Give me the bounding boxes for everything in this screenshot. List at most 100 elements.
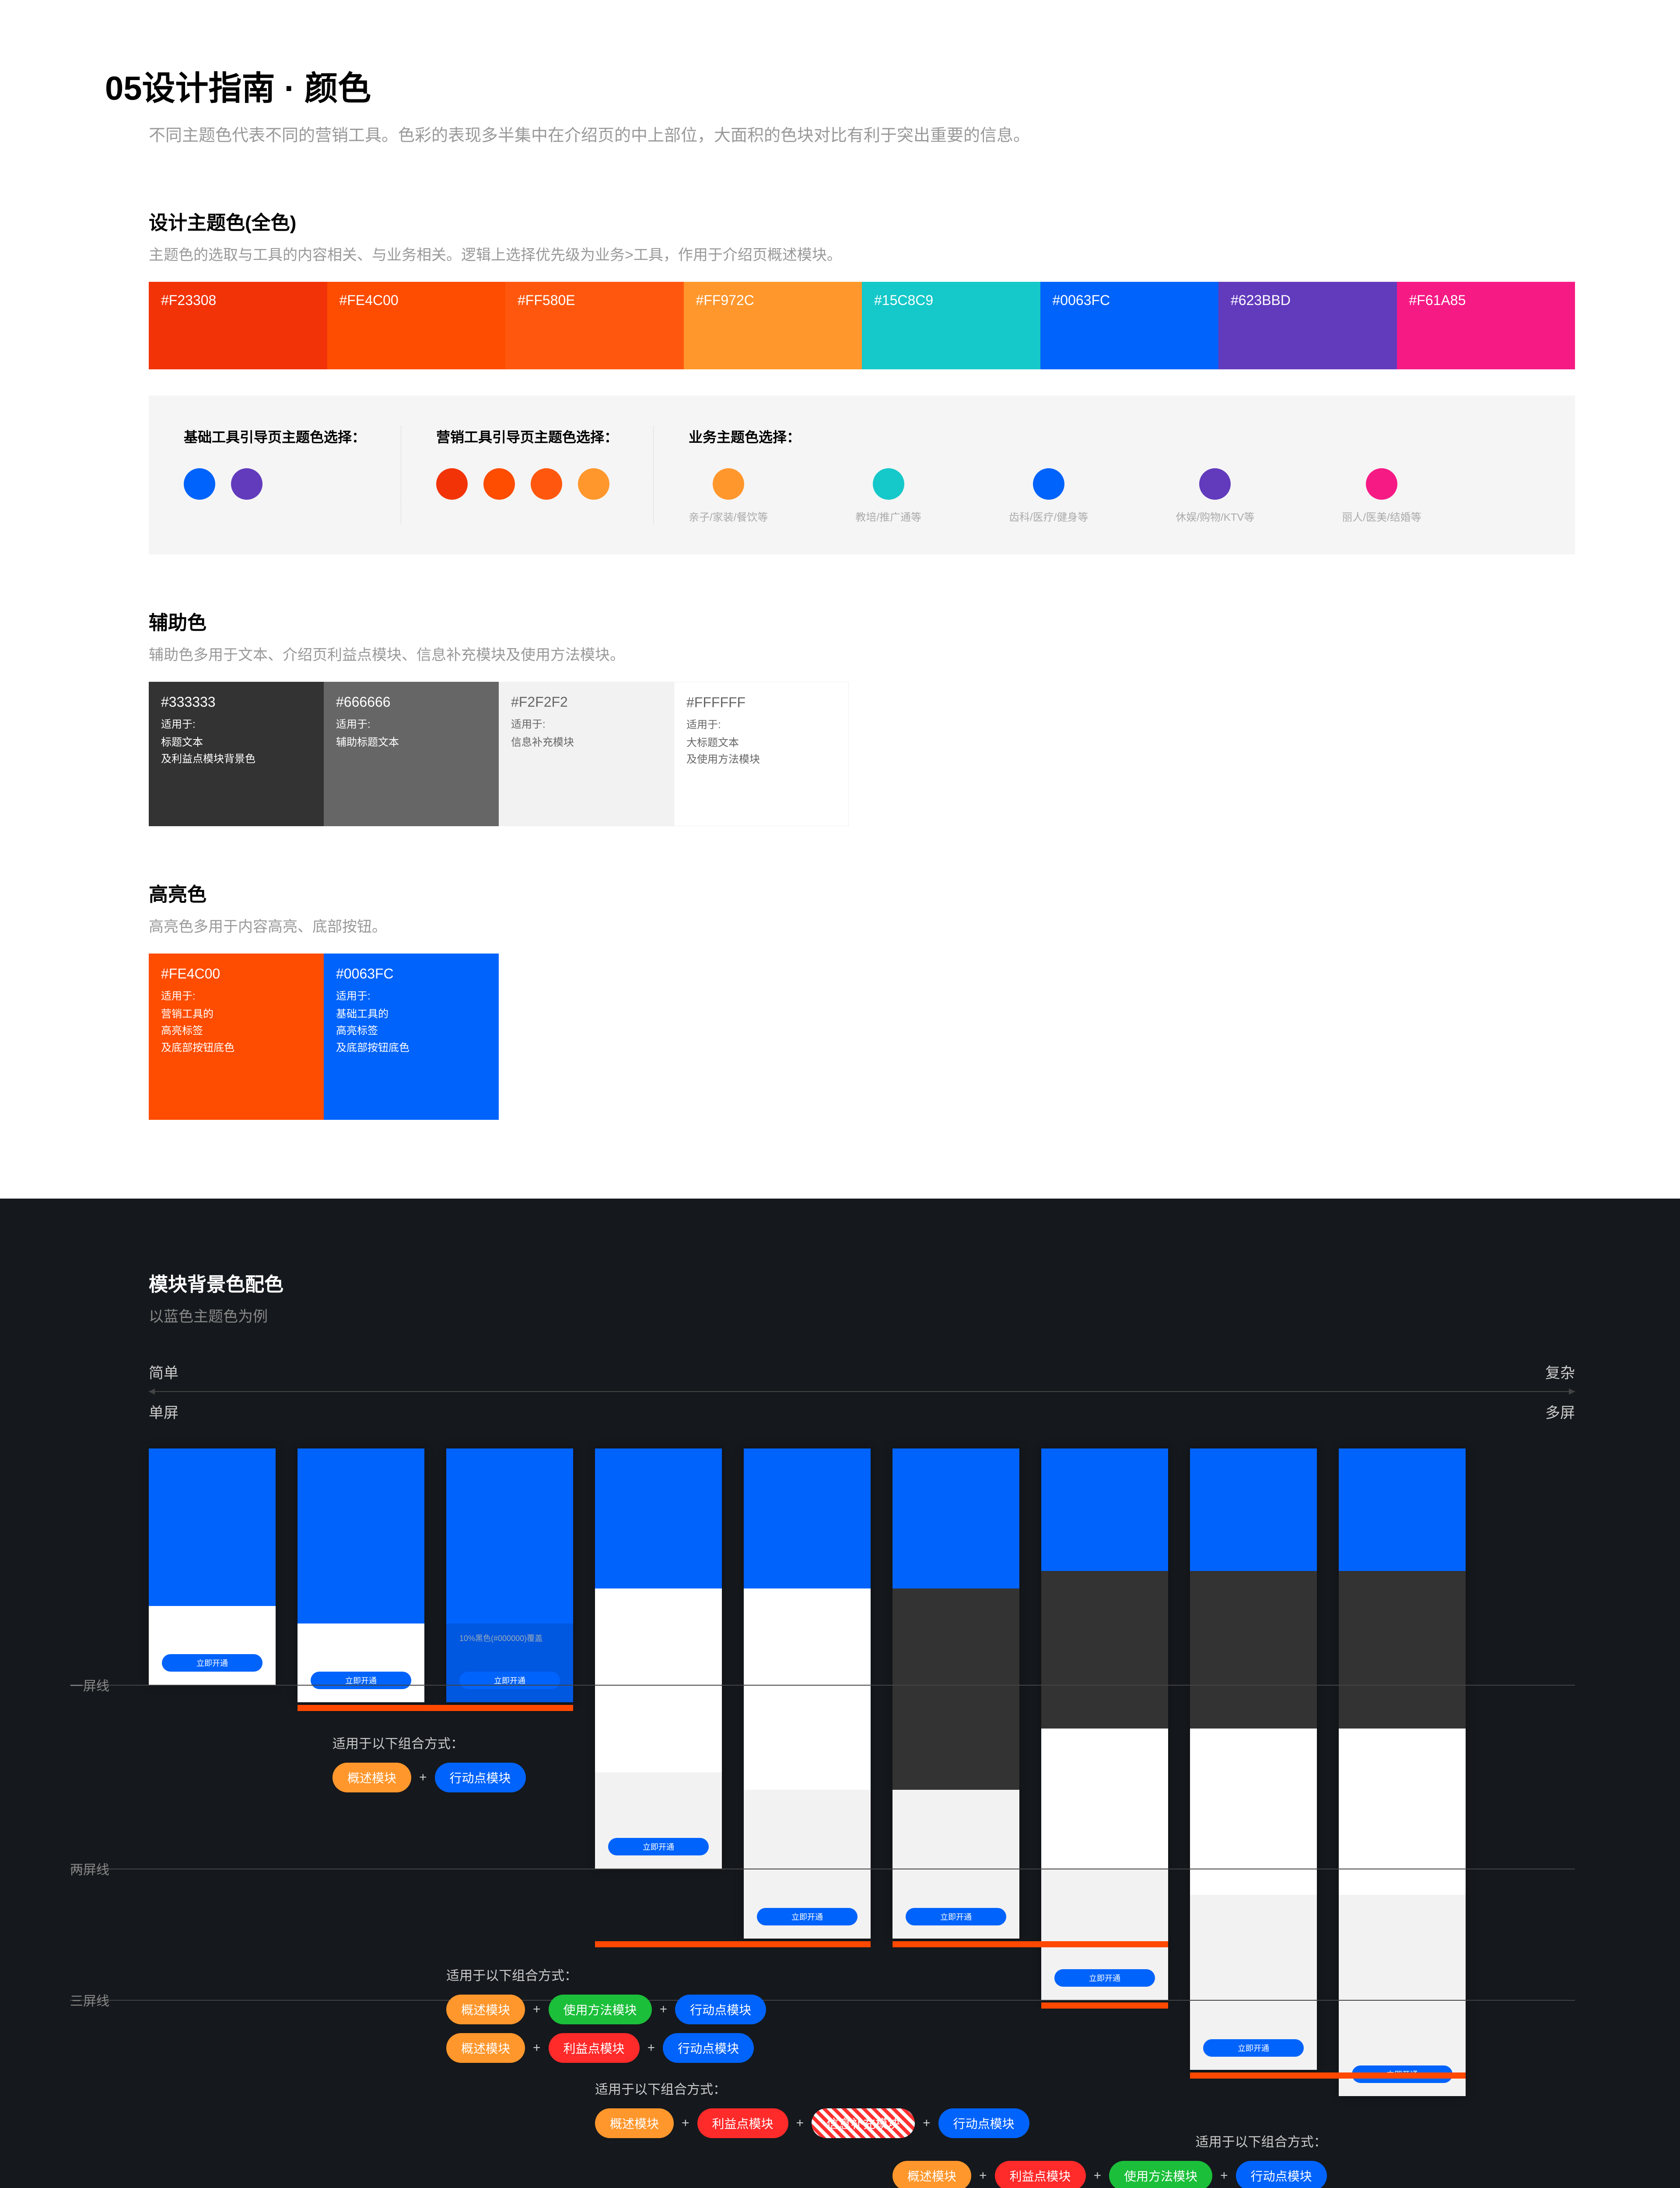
combo-label: 适用于以下组合方式： [332,1733,526,1752]
mock-segment [595,1448,722,1588]
module-pill: 利益点模块 [995,2161,1086,2188]
highlight-desc: 高亮色多用于内容高亮、底部按钮。 [149,915,1575,936]
color-dot-col: 亲子/家装/餐饮等 [689,468,768,524]
screen-line-label: 三屏线 [70,1990,109,2009]
mock-screen: 立即开通 [1041,1448,1168,2000]
mock-cta-button: 立即开通 [311,1672,411,1689]
plus-icon: + [923,2116,931,2131]
mock-screen: 立即开通 [149,1448,276,1685]
module-pill: 行动点模块 [675,1995,766,2024]
mock-cta-button: 立即开通 [906,1908,1006,1925]
mock-screen: 立即开通 [595,1448,722,1869]
aux-hex: #F2F2F2 [511,694,662,710]
theme-swatch: #FF972C [684,282,862,369]
plus-icon: + [419,1770,427,1785]
color-dot [1033,468,1064,500]
aux-swatch: #666666 适用于: 辅助标题文本 [324,682,499,826]
aux-use: 适用于: [336,715,486,731]
page-subtitle: 不同主题色代表不同的营销工具。色彩的表现多半集中在介绍页的中上部位，大面积的色块… [149,122,1575,146]
aux-use: 适用于: [511,715,662,731]
hl-hex: #0063FC [336,966,486,982]
plus-icon: + [533,2041,541,2055]
module-pill: 行动点模块 [435,1763,526,1792]
axis-line [149,1391,1575,1392]
combo-label: 适用于以下组合方式： [892,2131,1327,2150]
highlight-swatch: #0063FC 适用于: 基础工具的高亮标签及底部按钮底色 [324,954,499,1120]
mock-segment [892,1448,1019,1588]
dot-label: 教培/推广通等 [855,508,921,524]
mock-screen: 立即开通 [1190,1448,1317,2070]
underline-bar [1190,2072,1466,2079]
aux-use: 适用于: [161,715,312,731]
mock-segment [1339,1571,1466,1729]
selector-panel: 基础工具引导页主题色选择： 营销工具引导页主题色选择： 业务主题色选择： 亲子/… [149,396,1575,554]
mock-cta-button: 立即开通 [757,1908,858,1925]
combo-row: 概述模块+使用方法模块+行动点模块 [446,1995,766,2024]
mock-segment [1190,1571,1317,1729]
mock-screen: 立即开通10%黑色(#000000)覆盖 [446,1448,573,1702]
plus-icon: + [533,2002,541,2017]
plus-icon: + [1220,2168,1228,2183]
aux-section: 辅助色 辅助色多用于文本、介绍页利益点模块、信息补充模块及使用方法模块。 #33… [149,607,1575,826]
module-pill: 概述模块 [446,1995,525,2024]
mock-segment [1190,1448,1317,1571]
mock-cta-button: 立即开通 [608,1838,709,1855]
plus-icon: + [682,2116,690,2131]
axis-left: 简单 [149,1361,178,1382]
module-pill: 概述模块 [446,2033,525,2063]
theme-title: 设计主题色(全色) [149,207,1575,235]
module-pill: 利益点模块 [697,2108,788,2138]
dot-label: 齿科/医疗/健身等 [1009,508,1088,524]
axis-top: 简单 复杂 [149,1361,1575,1382]
module-pill: 概述模块 [332,1763,411,1792]
theme-swatch: #FE4C00 [327,282,506,369]
dark-title: 模块背景色配色 [149,1269,1575,1297]
selector-group-marketing: 营销工具引导页主题色选择： [436,426,654,524]
screen-line [70,2000,1575,2001]
aux-hex: #666666 [336,694,486,710]
aux-title: 辅助色 [149,607,1575,635]
highlight-section: 高亮色 高亮色多用于内容高亮、底部按钮。 #FE4C00适用于:营销工具的高亮标… [149,879,1575,1120]
combo-row: 概述模块 + 行动点模块 [332,1763,526,1792]
color-dot [578,468,609,500]
underline-bar [892,1941,1168,1947]
mock-segment [744,1448,871,1588]
theme-swatch: #F61A85 [1397,282,1575,369]
theme-swatch-row: #F23308#FE4C00#FF580E#FF972C#15C8C9#0063… [149,282,1575,369]
axis-bottom: 单屏 多屏 [149,1401,1575,1422]
highlight-swatch: #FE4C00适用于:营销工具的高亮标签及底部按钮底色 [149,954,324,1120]
mock-segment [744,1588,871,1790]
aux-lines: 辅助标题文本 [336,734,486,751]
aux-lines: 大标题文本及使用方法模块 [686,735,836,768]
color-dot [436,468,468,500]
color-dot [231,468,262,500]
dot-label: 亲子/家装/餐饮等 [689,508,768,524]
dot-label: 丽人/医美/结婚等 [1342,508,1421,524]
hl-lines: 基础工具的高亮标签及底部按钮底色 [336,1006,486,1056]
mocks-area: 立即开通立即开通立即开通10%黑色(#000000)覆盖立即开通立即开通立即开通… [149,1448,1575,2188]
mock-segment [595,1588,722,1772]
dark-subtitle: 以蓝色主题色为例 [149,1304,1575,1326]
mock-screen: 立即开通 [892,1448,1019,1939]
screen-line-label: 一屏线 [70,1675,109,1694]
screen-line [70,1685,1575,1686]
aux-use: 适用于: [686,716,836,731]
aux-lines: 标题文本及利益点模块背景色 [161,734,312,768]
module-pill: 概述模块 [892,2161,971,2188]
combo-row: 概述模块+利益点模块+行动点模块 [446,2033,766,2063]
mock-cta-button: 立即开通 [1054,1969,1155,1987]
plus-icon: + [796,2116,804,2131]
plus-icon: + [1094,2168,1102,2183]
module-pill: 使用方法模块 [1109,2161,1212,2188]
combo-row: 概述模块+利益点模块+使用方法模块+行动点模块 [892,2161,1327,2188]
aux-lines: 信息补充模块 [511,734,662,751]
mock-segment [1041,1571,1168,1729]
mock-screen: 立即开通 [1339,1448,1466,2096]
theme-swatch: #FF580E [505,282,684,369]
axis-right2: 多屏 [1545,1401,1575,1422]
theme-desc: 主题色的选取与工具的内容相关、与业务相关。逻辑上选择优先级为业务>工具，作用于介… [149,243,1575,264]
color-dot [713,468,744,500]
hl-hex: #FE4C00 [161,966,312,982]
hl-use: 适用于: [336,987,486,1003]
plus-icon: + [660,2002,668,2017]
